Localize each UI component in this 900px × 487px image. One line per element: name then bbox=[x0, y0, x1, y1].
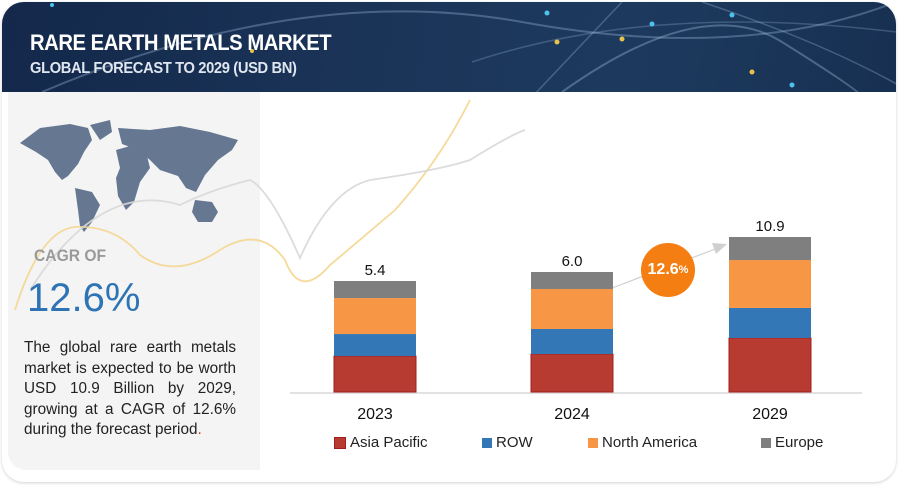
legend-item-north-america: North America bbox=[588, 434, 697, 451]
description-text: The global rare earth metals market is e… bbox=[24, 339, 236, 438]
bar-segment-row-2024 bbox=[531, 329, 613, 354]
bar-segment-europe-2023 bbox=[334, 281, 416, 299]
legend-item-europe: Europe bbox=[761, 434, 823, 451]
bar-segment-north-america-2029 bbox=[729, 260, 811, 308]
market-description: The global rare earth metals market is e… bbox=[24, 338, 236, 441]
bar-segment-asia-pacific-2023 bbox=[333, 355, 417, 393]
legend-label: Asia Pacific bbox=[350, 434, 428, 451]
bar-segment-europe-2024 bbox=[531, 272, 613, 289]
legend-item-row: ROW bbox=[482, 434, 533, 451]
header-light-trails-decoration bbox=[41, 2, 896, 92]
world-map-icon bbox=[20, 120, 238, 232]
total-label-2029: 10.9 bbox=[755, 218, 784, 235]
x-tick-label-2029: 2029 bbox=[752, 406, 788, 423]
cagr-bubble-value: 12.6 bbox=[647, 261, 679, 278]
legend-label: North America bbox=[602, 434, 698, 451]
legend-label: ROW bbox=[496, 434, 533, 451]
cagr-label: CAGR OF bbox=[34, 246, 107, 265]
bar-segment-north-america-2023 bbox=[334, 298, 416, 335]
cagr-bubble: 12.6% bbox=[641, 243, 695, 297]
bar-segment-asia-pacific-2029 bbox=[728, 337, 812, 393]
x-tick-label-2023: 2023 bbox=[357, 406, 393, 423]
legend-label: Europe bbox=[775, 434, 824, 451]
cagr-arrow-head bbox=[712, 243, 727, 254]
legend-swatch bbox=[588, 437, 598, 448]
legend-item-asia-pacific: Asia Pacific bbox=[334, 434, 428, 451]
header-banner: RARE EARTH METALS MARKET GLOBAL FORECAST… bbox=[2, 2, 896, 92]
cagr-bubble-unit: % bbox=[678, 264, 689, 276]
bar-segment-asia-pacific-2024 bbox=[530, 353, 614, 393]
total-label-2024: 6.0 bbox=[562, 253, 583, 270]
bar-segment-north-america-2024 bbox=[531, 289, 613, 329]
bar-segment-europe-2029 bbox=[729, 237, 811, 261]
bar-segment-row-2029 bbox=[729, 307, 811, 338]
decorative-curve-grey bbox=[29, 129, 526, 291]
legend-swatch bbox=[482, 437, 492, 448]
decorative-curve-gold bbox=[14, 99, 471, 311]
page-title: RARE EARTH METALS MARKET bbox=[30, 30, 332, 55]
page-subtitle: GLOBAL FORECAST TO 2029 (USD BN) bbox=[30, 60, 297, 77]
cagr-value: 12.6% bbox=[27, 276, 141, 320]
description-end-dot: . bbox=[197, 421, 202, 438]
x-tick-label-2024: 2024 bbox=[554, 406, 590, 423]
total-label-2023: 5.4 bbox=[365, 262, 386, 279]
legend-swatch bbox=[334, 436, 346, 449]
bar-segment-row-2023 bbox=[334, 334, 416, 357]
legend-swatch bbox=[761, 437, 771, 448]
